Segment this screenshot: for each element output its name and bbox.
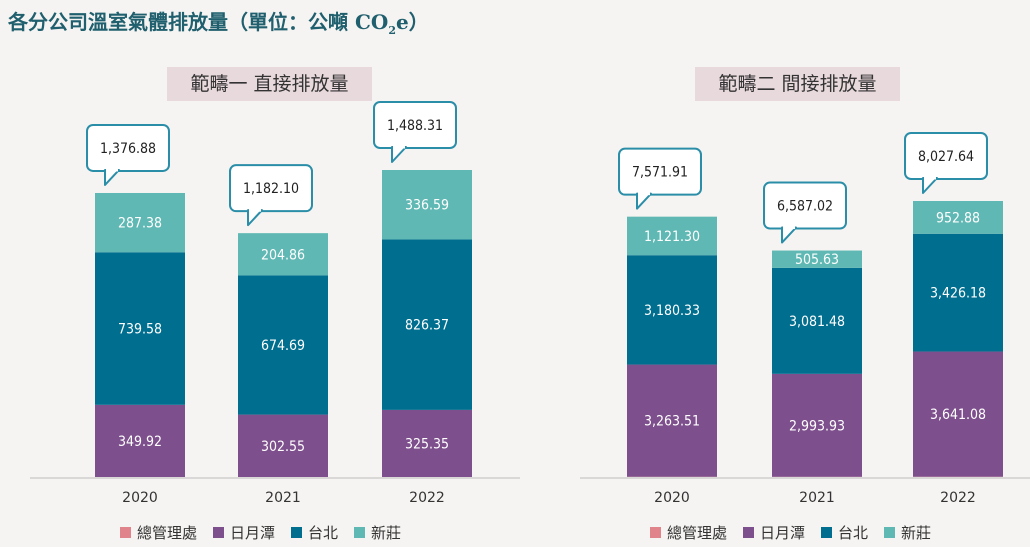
bar-segment [627,364,717,477]
legend-label: 總管理處 [137,524,198,542]
legend-item-hq: 總管理處 [120,522,197,543]
legend-item-taipei: 台北 [291,522,338,543]
data-label: 3,081.48 [789,314,845,330]
total-label: 8,027.64 [918,149,974,165]
bar-segment [95,252,185,405]
bar-segment [772,267,862,374]
legend-item-taipei: 台北 [821,522,868,543]
data-label: 3,180.33 [644,303,700,319]
x-tick-label: 2021 [799,490,835,506]
bar-segment [913,351,1003,477]
legend-scope2: 總管理處 日月潭 台北 新莊 [650,522,931,543]
total-callout-pointer [922,177,938,194]
data-label: 287.38 [118,216,162,232]
legend-item-xinzhuang: 新莊 [884,522,931,543]
total-label: 7,571.91 [632,165,688,181]
legend-swatch [120,527,131,538]
total-callout [763,181,847,230]
data-label: 3,641.08 [930,407,986,423]
data-label: 336.59 [405,198,449,214]
x-tick-label: 2022 [409,490,445,506]
legend-label: 台北 [838,524,869,542]
data-label: 674.69 [261,338,305,354]
bar-segment [238,275,328,415]
total-callout [86,123,170,172]
total-label: 1,376.88 [100,141,156,157]
legend-item-sunmoon: 日月潭 [213,522,275,543]
legend-item-xinzhuang: 新莊 [354,522,401,543]
bar-segment [382,170,472,240]
data-label: 325.35 [405,436,449,452]
legend-swatch [821,527,833,538]
bar-segment [382,239,472,410]
legend-scope1: 總管理處 日月潭 台北 新莊 [120,522,401,543]
data-label: 3,263.51 [644,414,700,430]
x-tick-label: 2021 [265,490,301,506]
bar-segment [772,250,862,268]
data-label: 952.88 [936,210,980,226]
legend-item-sunmoon: 日月潭 [743,522,805,543]
legend-label: 總管理處 [667,524,728,542]
total-callout [229,164,313,213]
total-callout [904,132,988,180]
data-label: 302.55 [261,439,305,455]
chart-title-scope2: 範疇二 間接排放量 [695,67,900,101]
data-label: 3,426.18 [930,286,986,302]
legend-swatch [650,527,661,538]
legend-label: 日月潭 [760,524,806,542]
legend-swatch [354,527,366,538]
bar-segment [627,216,717,256]
total-label: 1,488.31 [387,118,443,134]
total-label: 6,587.02 [777,199,833,215]
data-label: 1,121.30 [644,229,700,245]
x-tick-label: 2020 [122,490,158,506]
total-label: 1,182.10 [243,181,299,197]
legend-swatch [743,527,755,538]
bar-segment [382,409,472,477]
bar-segment [913,233,1003,352]
page-title: 各分公司溫室氣體排放量（單位：公噸 CO2e） [8,10,429,37]
legend-swatch [291,527,303,538]
legend-label: 新莊 [901,524,932,542]
bar-segment [238,414,328,477]
x-tick-label: 2022 [940,490,976,506]
data-label: 349.92 [118,434,162,450]
total-callout [618,147,702,196]
legend-label: 台北 [308,524,339,542]
bar-segment [913,201,1003,234]
bar-segment [772,373,862,477]
total-callout [373,101,457,149]
legend-swatch [884,527,896,538]
bar-segment [627,255,717,365]
data-label: 739.58 [118,322,162,338]
legend-swatch [213,527,225,538]
legend-label: 新莊 [371,524,402,542]
bar-segment [95,404,185,477]
total-callout-pointer [636,192,652,210]
legend-item-hq: 總管理處 [650,522,727,543]
legend-label: 日月潭 [230,524,276,542]
chart-title-scope1: 範疇一 直接排放量 [167,67,372,101]
data-label: 204.86 [261,247,305,263]
data-label: 826.37 [405,318,449,334]
x-tick-label: 2020 [654,490,690,506]
data-label: 2,993.93 [789,418,845,434]
total-callout-pointer [781,226,797,244]
bar-segment [238,233,328,276]
bar-segment [95,192,185,253]
data-label: 505.63 [795,252,839,268]
